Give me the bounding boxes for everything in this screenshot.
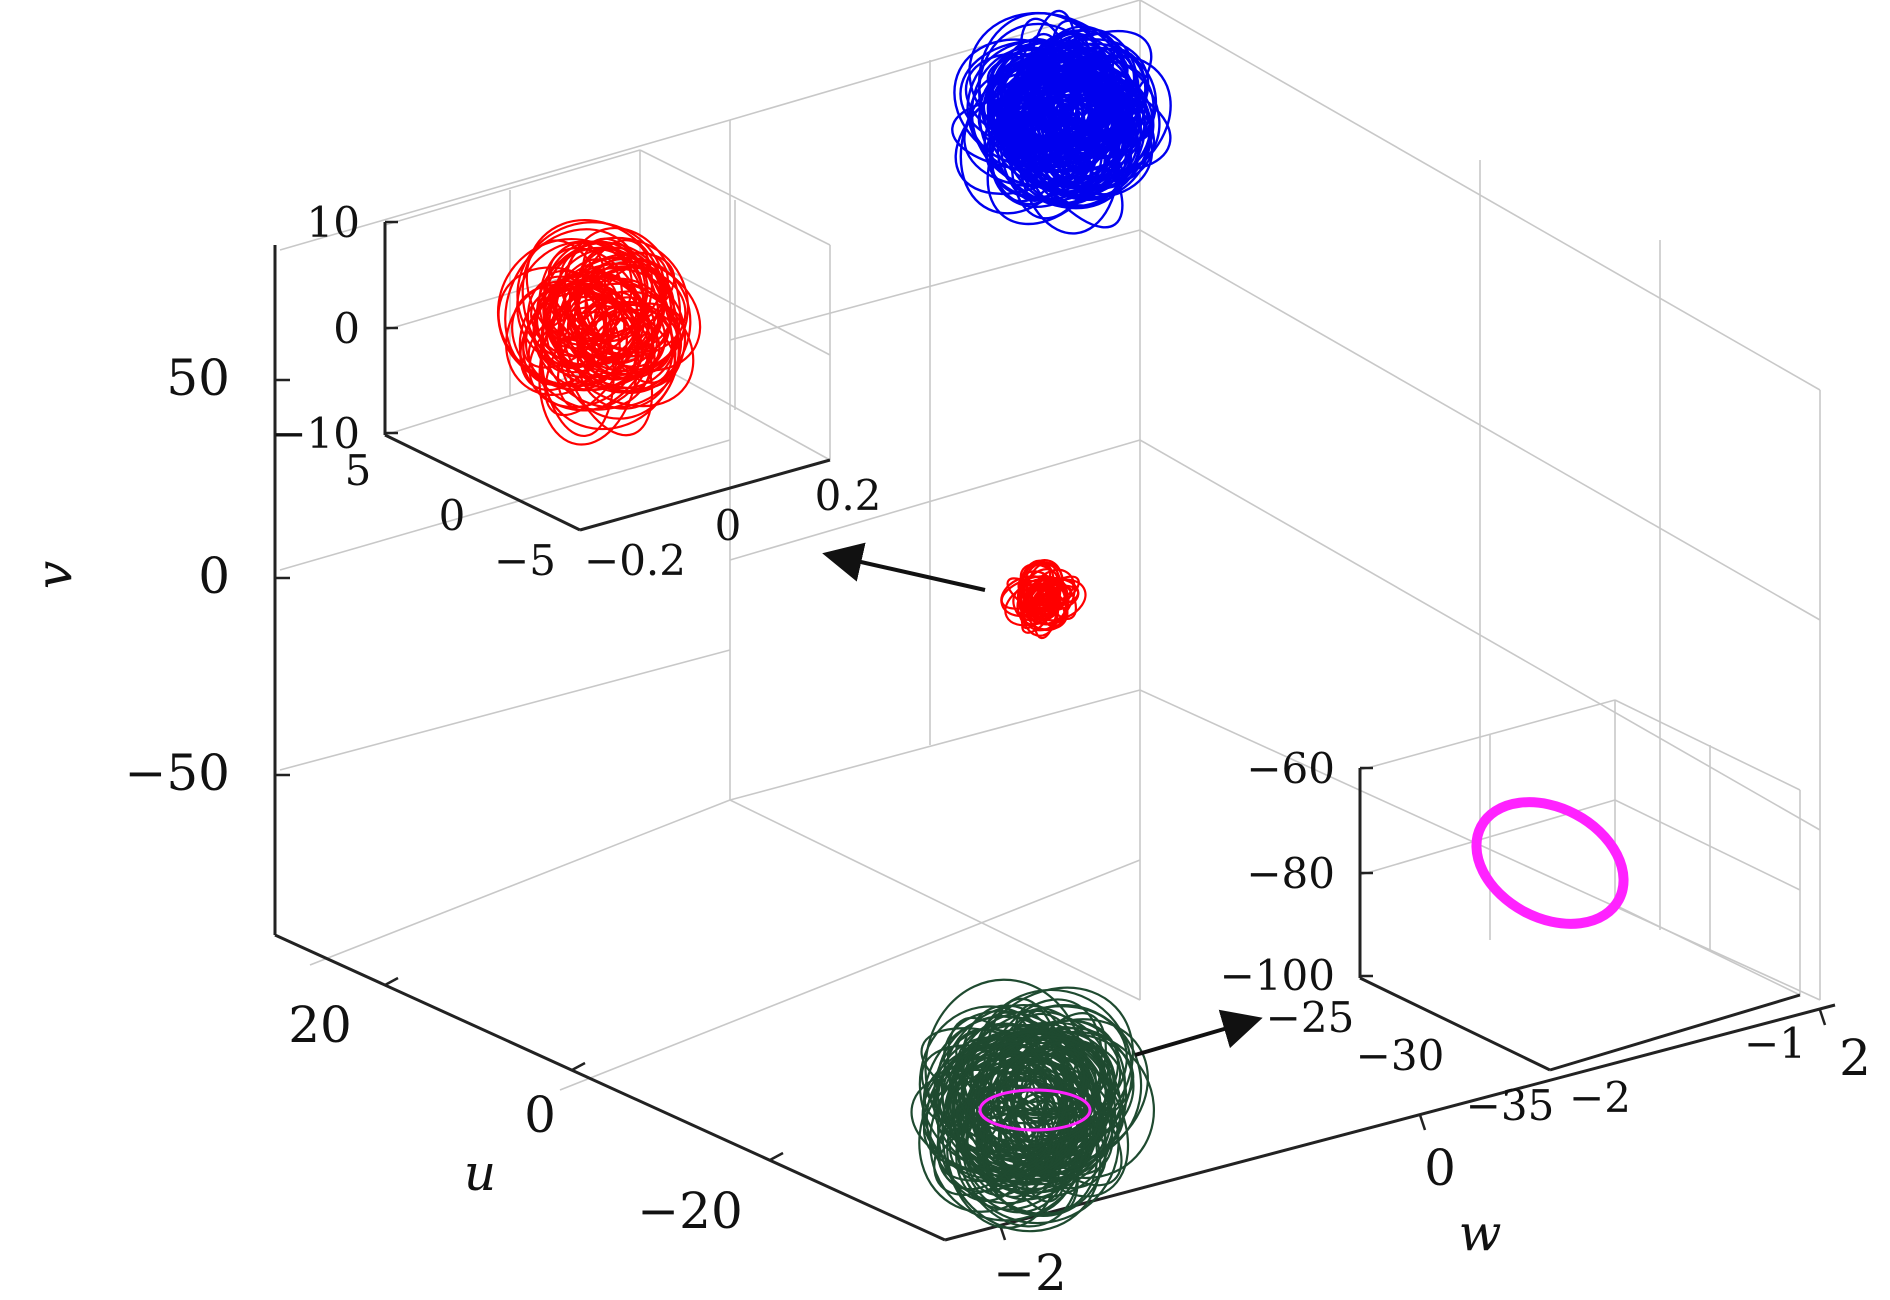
w-tick-label: −2 — [993, 1244, 1067, 1300]
blue-orbit — [1049, 72, 1128, 155]
red-inset-w-tick: 0.2 — [815, 471, 882, 520]
green-orbit — [953, 1030, 1117, 1194]
green-orbit — [1013, 1026, 1107, 1175]
red-orbit — [1033, 577, 1060, 640]
red-inset-orbit — [581, 237, 674, 384]
red-inset-u-tick: 5 — [345, 446, 372, 495]
u-tick-label: 0 — [524, 1086, 556, 1144]
green-orbit — [982, 1047, 1098, 1170]
blue-orbit — [1005, 46, 1134, 164]
magenta-inset-u-tick: −30 — [1356, 1031, 1445, 1080]
magenta-inset: −60 −80 −100 −25 −30 −35 −2 −1 — [1220, 699, 1806, 1130]
arrow-to-red-inset — [822, 542, 986, 592]
blue-attractor — [951, 9, 1172, 235]
green-orbit — [942, 1009, 1086, 1125]
red-inset-orbit — [525, 218, 666, 359]
magenta-inset-v-tick: −100 — [1220, 951, 1335, 1000]
blue-orbit — [987, 41, 1100, 142]
green-orbit — [972, 1039, 1071, 1158]
blue-orbit — [990, 40, 1125, 173]
blue-orbit — [1005, 76, 1100, 168]
w-tick-label: 0 — [1424, 1139, 1456, 1197]
red-inset-v-tick: 10 — [307, 198, 360, 247]
red-inset: 10 0 −10 5 0 −5 −0.2 0 0.2 — [271, 149, 882, 585]
main-grid — [279, 0, 1821, 1091]
v-tick-label: 0 — [198, 547, 230, 605]
red-orbit — [1031, 578, 1087, 622]
blue-orbit — [1045, 88, 1149, 185]
red-inset-orbit — [527, 305, 658, 392]
red-inset-v-tick: 0 — [333, 304, 360, 353]
u-tick-label: 20 — [288, 996, 352, 1054]
red-inset-w-tick: −0.2 — [584, 536, 686, 585]
green-attractor — [910, 978, 1156, 1233]
red-inset-orbit — [559, 247, 672, 354]
magenta-inset-w-tick: −2 — [1569, 1073, 1631, 1122]
green-orbit — [936, 1042, 1048, 1191]
w-tick-label: 2 — [1839, 1029, 1871, 1087]
red-inset-orbit — [563, 226, 682, 380]
red-inset-v-tick: −10 — [271, 409, 360, 458]
magenta-inset-w-tick: −1 — [1744, 1019, 1806, 1068]
red-attractor — [1000, 559, 1087, 640]
red-inset-attractor — [496, 218, 702, 446]
u-tick-label: −20 — [637, 1182, 743, 1240]
blue-orbit — [996, 52, 1123, 159]
v-axis-label: v — [25, 561, 83, 589]
magenta-inset-u-tick: −35 — [1466, 1081, 1555, 1130]
red-inset-orbit — [606, 301, 674, 374]
red-inset-u-tick: −5 — [494, 536, 556, 585]
red-inset-w-tick: 0 — [715, 501, 742, 550]
w-axis-label: w — [1459, 1204, 1502, 1262]
blue-orbit — [1045, 55, 1114, 136]
red-inset-orbit — [496, 237, 647, 387]
magenta-inset-v-tick: −60 — [1246, 744, 1335, 793]
green-orbit — [975, 1035, 1122, 1183]
u-axis-line — [274, 933, 946, 1242]
u-axis-label: u — [464, 1144, 496, 1202]
red-orbit — [1018, 559, 1055, 616]
v-tick-label: −50 — [124, 744, 230, 802]
main-axes: 50 0 −50 v 20 0 −20 u −2 0 2 w — [25, 0, 1871, 1300]
red-inset-orbit — [527, 275, 608, 374]
magenta-inset-v-tick: −80 — [1246, 849, 1335, 898]
blue-orbit — [999, 81, 1140, 200]
magenta-inset-grid — [1359, 699, 1801, 996]
red-inset-u-tick: 0 — [439, 491, 466, 540]
red-inset-orbit — [549, 295, 626, 359]
v-tick-label: 50 — [166, 349, 230, 407]
magenta-inset-u-tick: −25 — [1266, 993, 1355, 1042]
magenta-cycle-inner — [978, 1088, 1092, 1132]
magenta-limit-cycle — [1471, 797, 1629, 929]
arrow-to-magenta-inset — [1134, 1009, 1263, 1057]
